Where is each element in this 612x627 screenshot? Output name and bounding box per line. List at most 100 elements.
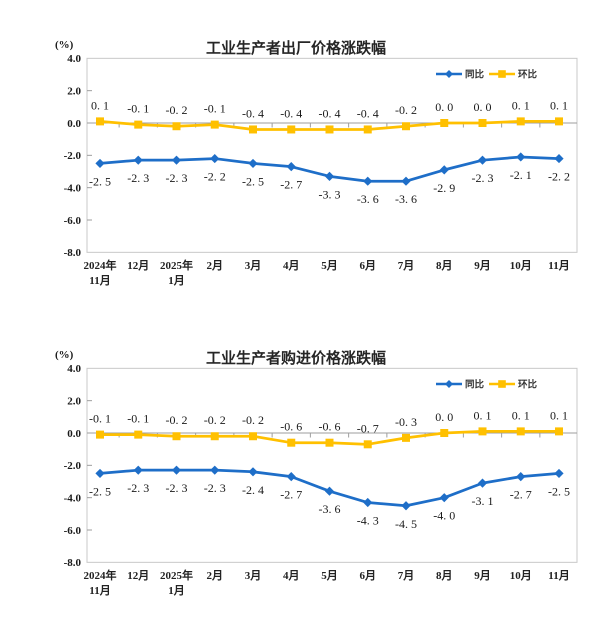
svg-text:-0. 6: -0. 6 [319, 420, 341, 434]
svg-text:-8.0: -8.0 [64, 247, 82, 259]
svg-text:-2. 7: -2. 7 [510, 488, 532, 502]
svg-text:-0. 4: -0. 4 [319, 106, 341, 120]
svg-text:3月: 3月 [245, 259, 262, 272]
svg-text:-0. 1: -0. 1 [127, 102, 149, 116]
svg-text:-0. 1: -0. 1 [89, 412, 111, 426]
svg-text:同比: 同比 [465, 379, 485, 391]
svg-text:8月: 8月 [436, 259, 453, 272]
svg-text:4月: 4月 [283, 569, 300, 582]
chart-ppi-output-prices: 工业生产者出厂价格涨跌幅 (%) 4.0 2.0 0.0 -2.0 -4.0 -6.0 -8… [0, 30, 612, 310]
series-mom-data-labels: -0. 1 -0. 1 -0. 2 -0. 2 -0. 2 -0. 6 -0. 6 -0. 7… [89, 408, 568, 435]
chart-ppi-input-prices: 工业生产者购进价格涨跌幅 (%) 4.0 2.0 0.0 -2.0 -4.0 -6.0 -8… [0, 340, 612, 620]
svg-text:-3. 6: -3. 6 [395, 192, 417, 206]
svg-text:-3. 6: -3. 6 [319, 502, 341, 516]
svg-text:-4. 3: -4. 3 [357, 514, 379, 528]
svg-text:-6.0: -6.0 [64, 215, 82, 227]
svg-text:11月: 11月 [89, 274, 110, 287]
svg-text:-2. 3: -2. 3 [127, 481, 149, 495]
series-mom [96, 427, 563, 449]
series-yoy-data-labels: -2. 5 -2. 3 -2. 3 -2. 2 -2. 5 -2. 7 -3. 3 -3. 6… [89, 168, 570, 206]
svg-text:-4. 5: -4. 5 [395, 517, 417, 531]
svg-text:4月: 4月 [283, 259, 300, 272]
svg-text:9月: 9月 [474, 259, 491, 272]
svg-text:-4.0: -4.0 [64, 182, 82, 194]
svg-text:-0. 4: -0. 4 [280, 106, 302, 120]
svg-text:-0. 2: -0. 2 [166, 413, 188, 427]
svg-text:2月: 2月 [207, 569, 224, 582]
legend: 同比 环比 [436, 379, 538, 391]
svg-text:-4. 0: -4. 0 [433, 509, 455, 523]
svg-text:2.0: 2.0 [67, 395, 81, 407]
svg-text:1月: 1月 [168, 584, 185, 597]
svg-text:3月: 3月 [245, 569, 262, 582]
svg-text:0. 0: 0. 0 [474, 100, 492, 114]
svg-text:1月: 1月 [168, 274, 185, 287]
svg-text:-0. 3: -0. 3 [395, 415, 417, 429]
svg-text:-8.0: -8.0 [64, 557, 82, 569]
svg-text:2025年: 2025年 [160, 568, 193, 582]
svg-text:-2. 5: -2. 5 [89, 484, 111, 498]
svg-text:0. 1: 0. 1 [512, 98, 530, 112]
svg-text:2024年: 2024年 [84, 258, 117, 272]
svg-text:10月: 10月 [510, 259, 532, 272]
x-axis-labels: 2024年 11月 12月 2025年 1月 2月 3月 4月 5月 6月 7月 8月 9月 10月 11月 [84, 258, 570, 287]
series-mom-data-labels: 0. 1 -0. 1 -0. 2 -0. 1 -0. 4 -0. 4 -0. 4 -0. 4 -… [91, 98, 568, 120]
svg-text:环比: 环比 [518, 69, 538, 81]
svg-text:-0. 2: -0. 2 [242, 413, 264, 427]
svg-text:-3. 3: -3. 3 [319, 187, 341, 201]
svg-text:-2. 3: -2. 3 [166, 171, 188, 185]
svg-text:5月: 5月 [321, 259, 338, 272]
svg-text:0. 1: 0. 1 [550, 98, 568, 112]
svg-text:11月: 11月 [548, 569, 569, 582]
svg-text:2.0: 2.0 [67, 85, 81, 97]
svg-text:0. 0: 0. 0 [435, 410, 453, 424]
svg-text:-2. 3: -2. 3 [127, 171, 149, 185]
svg-text:11月: 11月 [89, 584, 110, 597]
svg-text:-6.0: -6.0 [64, 525, 82, 537]
svg-text:-0. 1: -0. 1 [127, 412, 149, 426]
svg-text:环比: 环比 [518, 379, 538, 391]
svg-text:-2. 7: -2. 7 [280, 178, 302, 192]
legend: 同比 环比 [436, 69, 538, 81]
svg-text:0. 1: 0. 1 [512, 408, 530, 422]
svg-text:-2. 1: -2. 1 [510, 168, 532, 182]
svg-text:12月: 12月 [127, 569, 149, 582]
svg-text:7月: 7月 [398, 259, 415, 272]
svg-text:-2. 2: -2. 2 [548, 170, 570, 184]
svg-text:12月: 12月 [127, 259, 149, 272]
chart-title: 工业生产者出厂价格涨跌幅 [205, 40, 386, 57]
y-axis: 4.0 2.0 0.0 -2.0 -4.0 -6.0 -8.0 [64, 363, 92, 569]
svg-text:0.0: 0.0 [67, 118, 81, 130]
y-axis-unit-label: (%) [55, 39, 74, 51]
svg-text:同比: 同比 [465, 69, 485, 81]
svg-text:0. 1: 0. 1 [474, 408, 492, 422]
svg-text:-2. 7: -2. 7 [280, 488, 302, 502]
svg-text:-2. 9: -2. 9 [433, 181, 455, 195]
y-axis-unit-label: (%) [55, 349, 74, 361]
svg-text:7月: 7月 [398, 569, 415, 582]
svg-text:2025年: 2025年 [160, 258, 193, 272]
svg-text:-0. 2: -0. 2 [204, 413, 226, 427]
series-mom [96, 117, 563, 134]
plot-frame [86, 57, 578, 253]
svg-text:-2. 3: -2. 3 [472, 171, 494, 185]
svg-text:6月: 6月 [360, 569, 377, 582]
svg-text:0. 1: 0. 1 [91, 98, 109, 112]
svg-text:-2.0: -2.0 [64, 150, 82, 162]
plot-frame [86, 367, 578, 563]
svg-text:-2.0: -2.0 [64, 460, 82, 472]
series-yoy [95, 152, 564, 186]
chart-title: 工业生产者购进价格涨跌幅 [205, 350, 386, 367]
svg-text:-0. 4: -0. 4 [357, 106, 379, 120]
svg-text:10月: 10月 [510, 569, 532, 582]
svg-text:9月: 9月 [474, 569, 491, 582]
svg-text:-2. 5: -2. 5 [242, 174, 264, 188]
svg-text:-0. 1: -0. 1 [204, 102, 226, 116]
y-axis: 4.0 2.0 0.0 -2.0 -4.0 -6.0 -8.0 [64, 53, 92, 259]
svg-text:-0. 2: -0. 2 [395, 103, 417, 117]
svg-text:11月: 11月 [548, 259, 569, 272]
svg-text:-2. 5: -2. 5 [548, 484, 570, 498]
svg-text:5月: 5月 [321, 569, 338, 582]
